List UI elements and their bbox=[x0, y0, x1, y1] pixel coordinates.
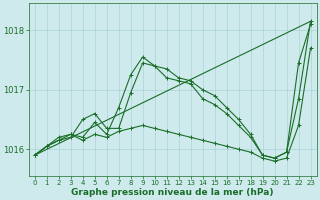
X-axis label: Graphe pression niveau de la mer (hPa): Graphe pression niveau de la mer (hPa) bbox=[71, 188, 274, 197]
